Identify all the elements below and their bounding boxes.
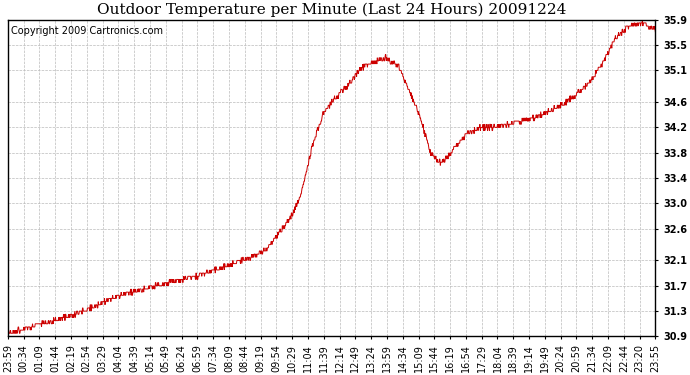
Text: Copyright 2009 Cartronics.com: Copyright 2009 Cartronics.com [11, 26, 163, 36]
Title: Outdoor Temperature per Minute (Last 24 Hours) 20091224: Outdoor Temperature per Minute (Last 24 … [97, 3, 566, 17]
